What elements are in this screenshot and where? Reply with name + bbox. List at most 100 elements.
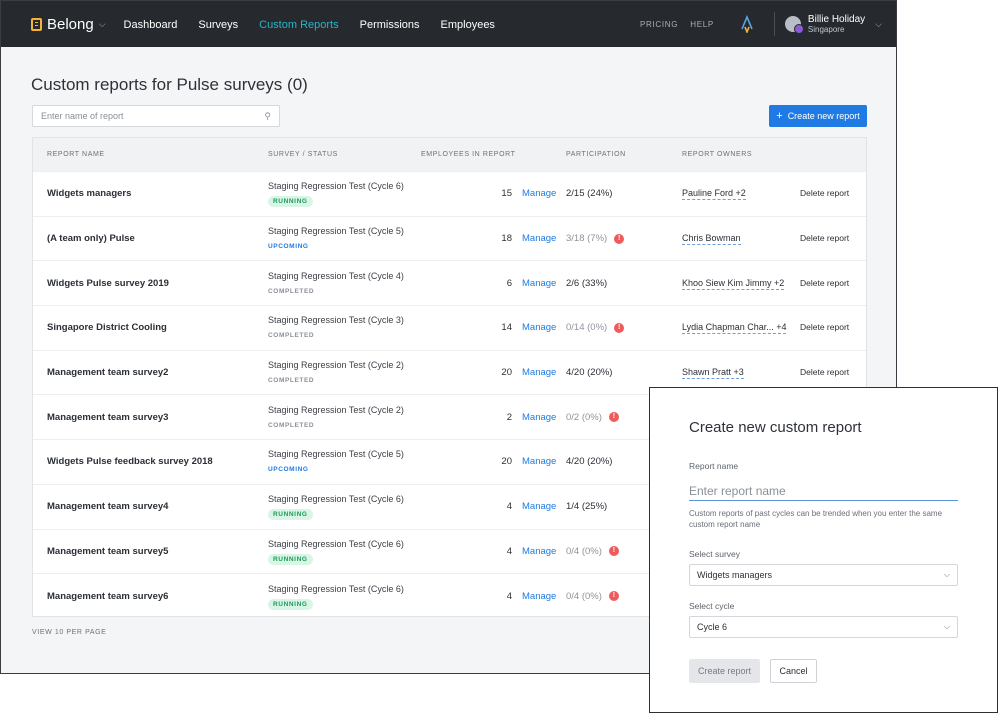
survey-name: Staging Regression Test (Cycle 4) bbox=[268, 270, 404, 281]
report-owners[interactable]: Chris Bowman bbox=[682, 233, 741, 246]
report-name[interactable]: Management team survey5 bbox=[47, 545, 169, 557]
manage-link[interactable]: Manage bbox=[522, 188, 557, 200]
header-survey-status: SURVEY / STATUS bbox=[268, 151, 338, 158]
create-report-button[interactable]: + Create new report bbox=[769, 105, 867, 127]
pricing-link[interactable]: PRICING bbox=[639, 19, 679, 29]
survey-name: Staging Regression Test (Cycle 6) bbox=[268, 583, 404, 594]
table-row: Management team survey5 Staging Regressio… bbox=[33, 528, 866, 574]
report-name[interactable]: Singapore District Cooling bbox=[47, 322, 167, 334]
survey-name: Staging Regression Test (Cycle 5) bbox=[268, 226, 404, 237]
per-page-selector[interactable]: VIEW 10 PER PAGE bbox=[32, 629, 107, 636]
table-row: Management team survey2 Staging Regressio… bbox=[33, 349, 866, 395]
employee-count: 18 bbox=[501, 233, 512, 245]
report-owners[interactable]: Shawn Pratt +3 bbox=[682, 367, 744, 380]
search-icon[interactable]: ⚲ bbox=[264, 110, 271, 121]
nav-item-dashboard[interactable]: Dashboard bbox=[123, 19, 178, 31]
peak-logo-icon[interactable] bbox=[740, 15, 754, 33]
report-owners[interactable]: Khoo Siew Kim Jimmy +2 bbox=[682, 277, 785, 290]
report-name-help: Custom reports of past cycles can be tre… bbox=[689, 509, 943, 529]
status-badge: COMPLETED bbox=[268, 377, 315, 385]
survey-select[interactable]: Widgets managers ⌵ bbox=[689, 564, 958, 586]
report-owners[interactable]: Lydia Chapman Char... +4 bbox=[682, 322, 787, 335]
nav-item-employees[interactable]: Employees bbox=[440, 19, 495, 31]
warning-icon[interactable]: ! bbox=[608, 546, 619, 557]
user-menu[interactable]: Billie Holiday Singapore bbox=[808, 14, 865, 34]
warning-icon[interactable]: ! bbox=[614, 322, 625, 333]
participation-value: 2/6 (33%) bbox=[566, 277, 608, 289]
search-box[interactable]: ⚲ bbox=[32, 105, 280, 127]
report-owners[interactable]: Pauline Ford +2 bbox=[682, 188, 746, 201]
warning-icon[interactable]: ! bbox=[614, 233, 625, 244]
report-name[interactable]: Management team survey4 bbox=[47, 501, 169, 513]
avatar[interactable] bbox=[784, 16, 804, 34]
status-badge: RUNNING bbox=[268, 598, 313, 610]
employee-count: 14 bbox=[501, 322, 512, 334]
manage-link[interactable]: Manage bbox=[522, 367, 557, 379]
table-row: Widgets Pulse survey 2019 Staging Regress… bbox=[33, 260, 866, 305]
table-row: Management team survey4 Staging Regressio… bbox=[33, 483, 866, 529]
delete-report-button[interactable]: Delete report bbox=[800, 277, 850, 288]
report-name[interactable]: Widgets Pulse survey 2019 bbox=[47, 277, 169, 289]
cancel-button[interactable]: Cancel bbox=[770, 659, 817, 683]
report-name[interactable]: Management team survey3 bbox=[47, 411, 169, 423]
report-name-label: Report name bbox=[689, 461, 739, 471]
manage-link[interactable]: Manage bbox=[522, 411, 557, 423]
status-badge: COMPLETED bbox=[268, 332, 315, 340]
brand-name: Belong bbox=[47, 15, 94, 33]
manage-link[interactable]: Manage bbox=[522, 456, 557, 468]
main-menu: Dashboard Surveys Custom Reports Permission… bbox=[124, 15, 516, 33]
report-name-input[interactable] bbox=[689, 481, 958, 501]
dialog-title: Create new custom report bbox=[689, 419, 862, 436]
delete-report-button[interactable]: Delete report bbox=[800, 233, 850, 244]
survey-name: Staging Regression Test (Cycle 2) bbox=[268, 360, 404, 371]
warning-icon[interactable]: ! bbox=[608, 591, 619, 602]
manage-link[interactable]: Manage bbox=[522, 545, 557, 557]
delete-report-button[interactable]: Delete report bbox=[800, 322, 850, 333]
survey-name: Staging Regression Test (Cycle 2) bbox=[268, 404, 404, 415]
cycle-select-value: Cycle 6 bbox=[697, 622, 728, 632]
cycle-select-label: Select cycle bbox=[689, 601, 735, 611]
report-name[interactable]: Widgets managers bbox=[47, 188, 132, 200]
nav-item-custom-reports[interactable]: Custom Reports bbox=[259, 19, 339, 31]
search-input[interactable] bbox=[41, 111, 265, 121]
delete-report-button[interactable]: Delete report bbox=[800, 188, 850, 199]
employee-count: 4 bbox=[506, 590, 512, 602]
employee-count: 20 bbox=[501, 367, 512, 379]
table-row: (A team only) Pulse Staging Regression Te… bbox=[33, 215, 866, 261]
table-row: Widgets managers Staging Regression Test … bbox=[33, 171, 866, 216]
manage-link[interactable]: Manage bbox=[522, 501, 557, 513]
report-name[interactable]: (A team only) Pulse bbox=[47, 233, 135, 245]
survey-name: Staging Regression Test (Cycle 5) bbox=[268, 449, 404, 460]
chevron-down-icon: ⌵ bbox=[98, 18, 106, 29]
user-name: Billie Holiday bbox=[807, 14, 866, 25]
report-name[interactable]: Management team survey2 bbox=[47, 367, 169, 379]
delete-report-button[interactable]: Delete report bbox=[800, 367, 850, 378]
participation-value: 0/4 (0%) bbox=[566, 590, 602, 602]
participation-value: 0/14 (0%) bbox=[566, 322, 608, 334]
top-nav: Belong ⌵ Dashboard Surveys Custom Reports P… bbox=[1, 1, 896, 47]
clipboard-icon bbox=[31, 17, 42, 31]
report-name[interactable]: Widgets Pulse feedback survey 2018 bbox=[47, 456, 213, 468]
warning-icon[interactable]: ! bbox=[608, 412, 619, 423]
report-name[interactable]: Management team survey6 bbox=[47, 590, 169, 602]
manage-link[interactable]: Manage bbox=[522, 277, 557, 289]
participation-value: 3/18 (7%) bbox=[566, 233, 608, 245]
cycle-select[interactable]: Cycle 6 ⌵ bbox=[689, 616, 958, 638]
user-location: Singapore bbox=[807, 25, 845, 34]
nav-item-permissions[interactable]: Permissions bbox=[359, 19, 420, 31]
employee-count: 20 bbox=[501, 456, 512, 468]
manage-link[interactable]: Manage bbox=[522, 590, 557, 602]
brand-switcher[interactable]: Belong ⌵ bbox=[31, 16, 106, 33]
create-report-submit-button[interactable]: Create report bbox=[689, 659, 760, 683]
manage-link[interactable]: Manage bbox=[522, 233, 557, 245]
plus-icon: + bbox=[776, 110, 783, 122]
header-report-name: REPORT NAME bbox=[47, 151, 105, 158]
header-employees: EMPLOYEES IN REPORT bbox=[421, 151, 516, 158]
manage-link[interactable]: Manage bbox=[522, 322, 557, 334]
help-link[interactable]: HELP bbox=[690, 19, 714, 29]
chevron-down-icon[interactable]: ⌵ bbox=[875, 18, 882, 29]
employee-count: 4 bbox=[506, 545, 512, 557]
nav-item-surveys[interactable]: Surveys bbox=[198, 19, 239, 31]
nav-divider bbox=[773, 12, 775, 36]
header-owners: REPORT OWNERS bbox=[682, 151, 753, 158]
